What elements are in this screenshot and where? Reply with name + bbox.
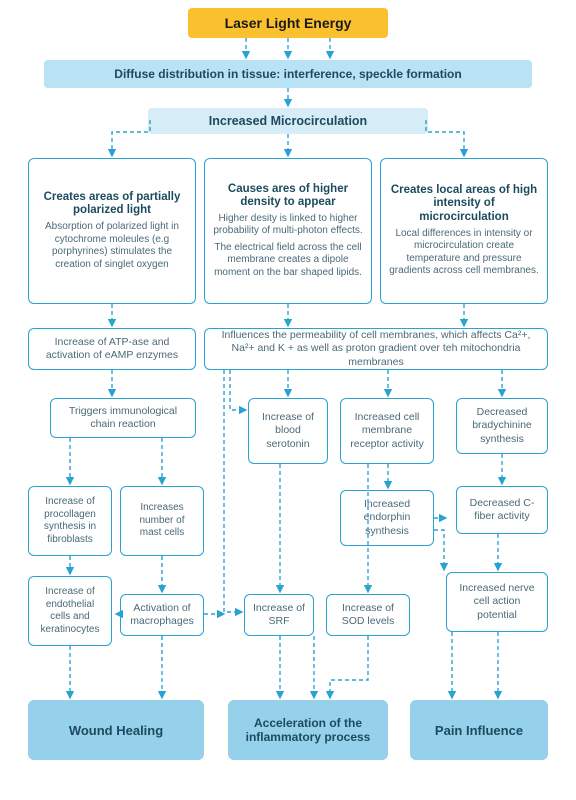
strip-diffuse: Diffuse distribution in tissue: interfer… xyxy=(44,60,532,88)
box-srf-text: Increase of SRF xyxy=(253,602,305,628)
box-procollagen-text: Increase of procollagen synthesis in fib… xyxy=(37,496,103,546)
box-serotonin: Increase of blood serotonin xyxy=(248,398,328,464)
box-trigger: Triggers immunological chain reaction xyxy=(50,398,196,438)
box-macrophages-text: Activation of macrophages xyxy=(129,602,195,628)
box-endorphin: Increased endorphin synthesis xyxy=(340,490,434,546)
box-nerve: Increased nerve cell action potential xyxy=(446,572,548,632)
box-endorphin-text: Increased endorphin synthesis xyxy=(349,498,425,537)
box-sod-text: Increase of SOD levels xyxy=(335,602,401,628)
box-polarized-body: Absorption of polarized light in cytochr… xyxy=(37,221,187,271)
strip-microcirculation: Increased Microcirculation xyxy=(148,108,428,134)
box-procollagen: Increase of procollagen synthesis in fib… xyxy=(28,486,112,556)
box-density-body1: Higher desity is linked to higher probab… xyxy=(213,213,363,238)
box-receptor: Increased cell membrane receptor activit… xyxy=(340,398,434,464)
box-endothelial-text: Increase of endothelial cells and kerati… xyxy=(37,586,103,636)
header-laser: Laser Light Energy xyxy=(188,8,388,38)
box-permeability: Influences the permeability of cell memb… xyxy=(204,328,548,370)
box-brady-text: Decreased bradychinine synthesis xyxy=(465,406,539,445)
box-brady: Decreased bradychinine synthesis xyxy=(456,398,548,454)
outcome-pain: Pain Influence xyxy=(410,700,548,760)
box-sod: Increase of SOD levels xyxy=(326,594,410,636)
box-intensity: Creates local areas of high intensity of… xyxy=(380,158,548,304)
box-endothelial: Increase of endothelial cells and kerati… xyxy=(28,576,112,646)
box-macrophages: Activation of macrophages xyxy=(120,594,204,636)
box-trigger-text: Triggers immunological chain reaction xyxy=(59,405,187,431)
box-intensity-title: Creates local areas of high intensity of… xyxy=(389,184,539,224)
box-mast: Increases number of mast cells xyxy=(120,486,204,556)
outcome-wound: Wound Healing xyxy=(28,700,204,760)
box-permeability-text: Influences the permeability of cell memb… xyxy=(213,329,539,368)
box-atp: Increase of ATP-ase and activation of eA… xyxy=(28,328,196,370)
box-atp-text: Increase of ATP-ase and activation of eA… xyxy=(37,336,187,362)
box-serotonin-text: Increase of blood serotonin xyxy=(257,411,319,450)
box-cfiber: Decreased C-fiber activity xyxy=(456,486,548,534)
box-density: Causes ares of higher density to appear … xyxy=(204,158,372,304)
box-receptor-text: Increased cell membrane receptor activit… xyxy=(349,411,425,450)
box-polarized: Creates areas of partially polarized lig… xyxy=(28,158,196,304)
box-mast-text: Increases number of mast cells xyxy=(129,502,195,540)
box-cfiber-text: Decreased C-fiber activity xyxy=(465,497,539,523)
box-srf: Increase of SRF xyxy=(244,594,314,636)
box-nerve-text: Increased nerve cell action potential xyxy=(455,582,539,621)
box-polarized-title: Creates areas of partially polarized lig… xyxy=(37,191,187,217)
outcome-inflam: Acceleration of the inflammatory process xyxy=(228,700,388,760)
box-density-title: Causes ares of higher density to appear xyxy=(213,183,363,209)
box-intensity-body: Local differences in intensity or microc… xyxy=(389,228,539,278)
box-density-body2: The electrical field across the cell mem… xyxy=(213,242,363,280)
